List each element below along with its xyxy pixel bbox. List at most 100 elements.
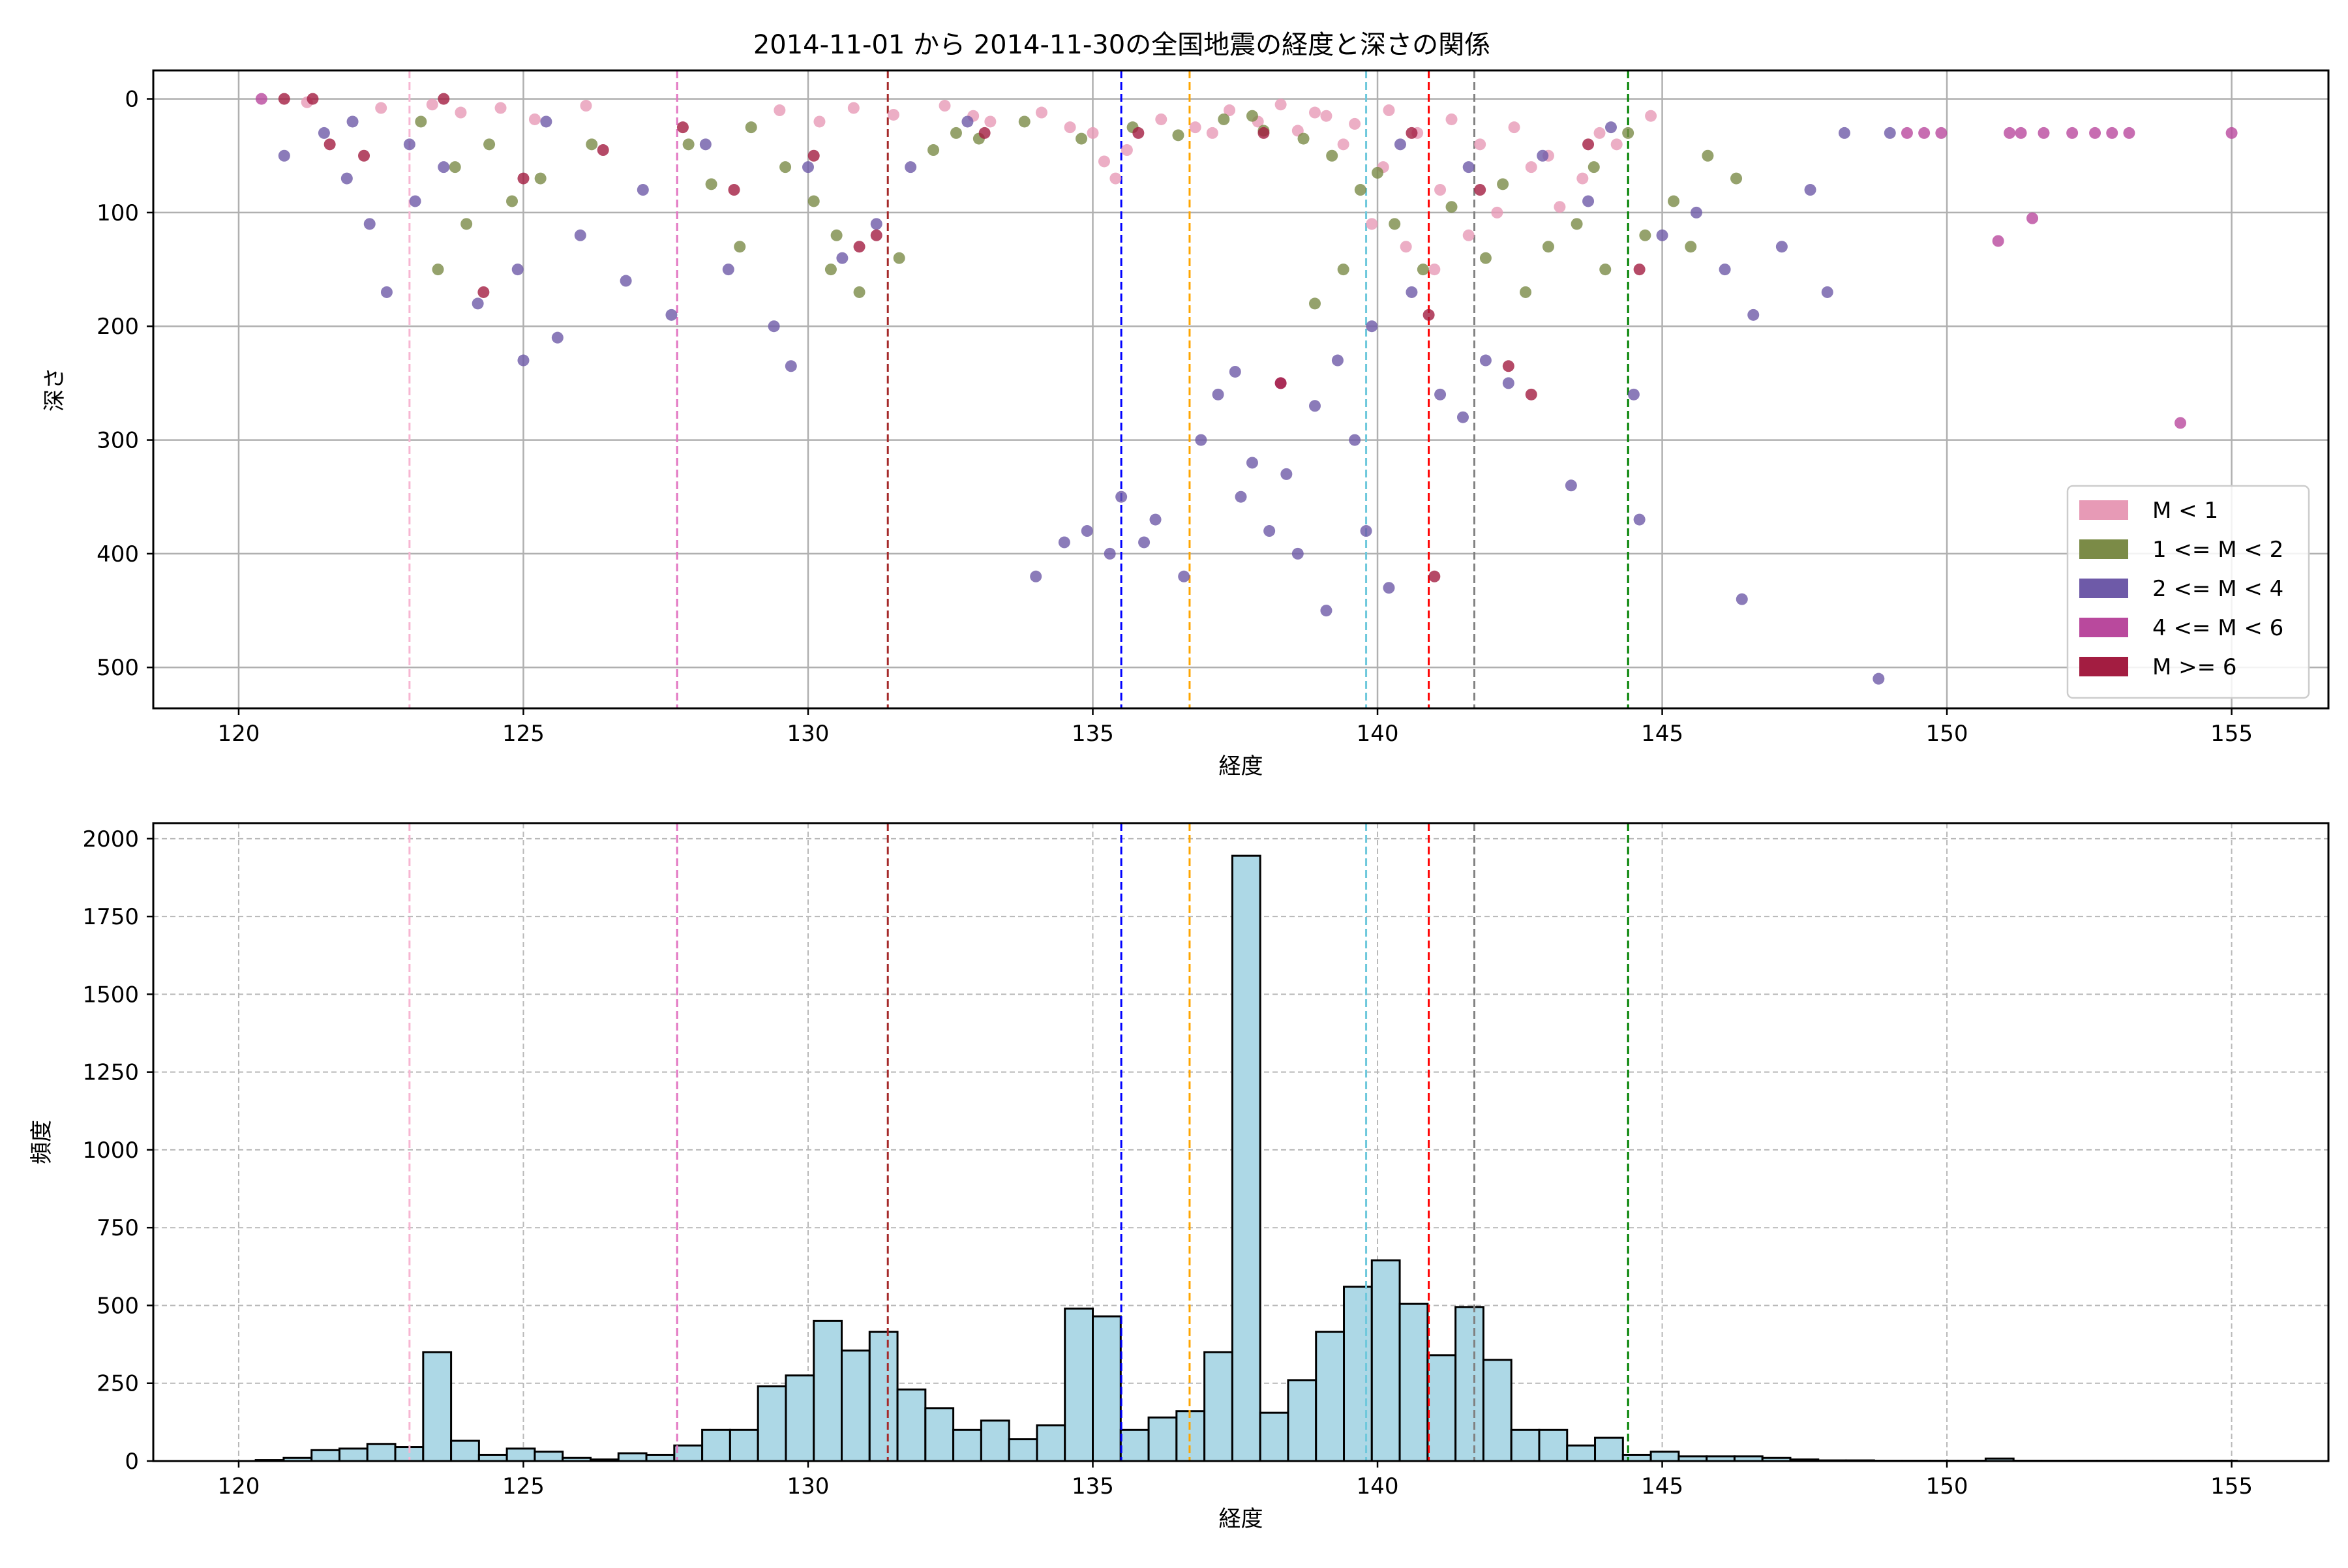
scatter-point <box>1115 491 1127 503</box>
scatter-point <box>1805 184 1816 196</box>
scatter-point <box>1497 178 1509 190</box>
scatter-x-tick-label: 120 <box>218 721 260 747</box>
scatter-point <box>927 144 939 156</box>
scatter-point <box>1361 525 1372 537</box>
scatter-point <box>2106 127 2118 139</box>
scatter-point <box>1292 548 1304 560</box>
scatter-point <box>597 144 609 156</box>
scatter-point <box>1491 207 1503 219</box>
histogram-bar <box>507 1449 535 1461</box>
scatter-point <box>1109 173 1121 185</box>
scatter-point <box>1935 127 1947 139</box>
scatter-point <box>1474 184 1486 196</box>
scatter-point <box>1526 161 1537 173</box>
scatter-point <box>706 178 717 190</box>
scatter-point <box>460 218 472 230</box>
scatter-point <box>1280 468 1292 480</box>
legend-swatch <box>2079 618 2128 637</box>
scatter-point <box>1064 121 1076 133</box>
scatter-point <box>2123 127 2135 139</box>
scatter-point <box>1509 121 1520 133</box>
scatter-x-axis-label: 経度 <box>1219 753 1263 779</box>
histogram-bar <box>1456 1307 1484 1461</box>
scatter-point <box>318 127 330 139</box>
scatter-point <box>1195 434 1207 446</box>
chart-title: 2014-11-01 から 2014-11-30の全国地震の経度と深さの関係 <box>753 30 1490 60</box>
scatter-point <box>1036 107 1047 119</box>
histogram-bar <box>1009 1440 1037 1461</box>
scatter-point <box>1190 121 1201 133</box>
histogram-x-tick-label: 140 <box>1357 1473 1399 1500</box>
scatter-point <box>1645 110 1657 122</box>
scatter-point <box>438 93 449 105</box>
histogram-bar <box>535 1452 563 1461</box>
histogram-y-tick-label: 750 <box>97 1215 139 1241</box>
histogram-bars <box>256 856 2236 1461</box>
histogram-bar <box>842 1351 870 1461</box>
scatter-point <box>1582 138 1594 150</box>
scatter-point <box>1657 230 1668 241</box>
scatter-point <box>278 150 290 162</box>
histogram-bar <box>1511 1430 1539 1461</box>
scatter-y-tick-label: 300 <box>97 428 139 454</box>
scatter-point <box>375 102 387 114</box>
scatter-point <box>745 121 757 133</box>
scatter-point <box>1588 161 1600 173</box>
histogram-bar <box>1483 1360 1511 1461</box>
scatter-point <box>1565 479 1577 491</box>
scatter-point <box>1434 184 1446 196</box>
legend-label: 4 <= M < 6 <box>2152 615 2283 641</box>
scatter-point <box>1634 514 1646 526</box>
scatter-point <box>1582 195 1594 207</box>
scatter-point <box>1526 389 1537 400</box>
histogram-y-tick-label: 250 <box>97 1371 139 1397</box>
scatter-point <box>1702 150 1713 162</box>
scatter-point <box>802 161 814 173</box>
scatter-point <box>1457 412 1469 423</box>
scatter-point <box>1081 525 1093 537</box>
histogram-y-tick-label: 2000 <box>82 826 139 852</box>
histogram-bar <box>1651 1452 1679 1461</box>
scatter-point <box>552 332 564 344</box>
scatter-point <box>1406 286 1417 298</box>
scatter-point <box>1634 264 1646 275</box>
scatter-point <box>432 264 444 275</box>
scatter-point <box>2015 127 2027 139</box>
scatter-point <box>517 173 529 185</box>
scatter-frame <box>153 70 2328 708</box>
scatter-point <box>1172 129 1184 141</box>
scatter-point <box>1263 525 1275 537</box>
scatter-point <box>307 93 318 105</box>
scatter-point <box>483 138 495 150</box>
scatter-point <box>1503 377 1514 389</box>
scatter-point <box>1150 514 1162 526</box>
scatter-point <box>1543 241 1554 252</box>
histogram-x-tick-label: 155 <box>2210 1473 2253 1500</box>
scatter-point <box>1087 127 1099 139</box>
scatter-point <box>1326 150 1338 162</box>
scatter-point <box>1884 127 1896 139</box>
histogram-x-tick-label: 145 <box>1641 1473 1683 1500</box>
scatter-point <box>1520 286 1531 298</box>
histogram-bar <box>1344 1287 1372 1461</box>
histogram-bar <box>1205 1352 1233 1461</box>
scatter-point <box>512 264 524 275</box>
scatter-point <box>1993 235 2004 247</box>
scatter-point <box>347 115 359 127</box>
scatter-point <box>1275 98 1287 110</box>
scatter-point <box>836 252 848 264</box>
histogram-bar <box>674 1445 702 1461</box>
scatter-point <box>779 161 791 173</box>
scatter-point <box>871 230 882 241</box>
scatter-point <box>449 161 461 173</box>
histogram-bar <box>1232 856 1260 1461</box>
scatter-point <box>2038 127 2049 139</box>
scatter-point <box>1212 389 1224 400</box>
scatter-point <box>1298 133 1310 145</box>
scatter-point <box>1309 400 1321 412</box>
histogram-y-tick-label: 1250 <box>82 1060 139 1086</box>
histogram-bar <box>312 1450 340 1461</box>
scatter-point <box>813 115 825 127</box>
scatter-point <box>455 107 466 119</box>
